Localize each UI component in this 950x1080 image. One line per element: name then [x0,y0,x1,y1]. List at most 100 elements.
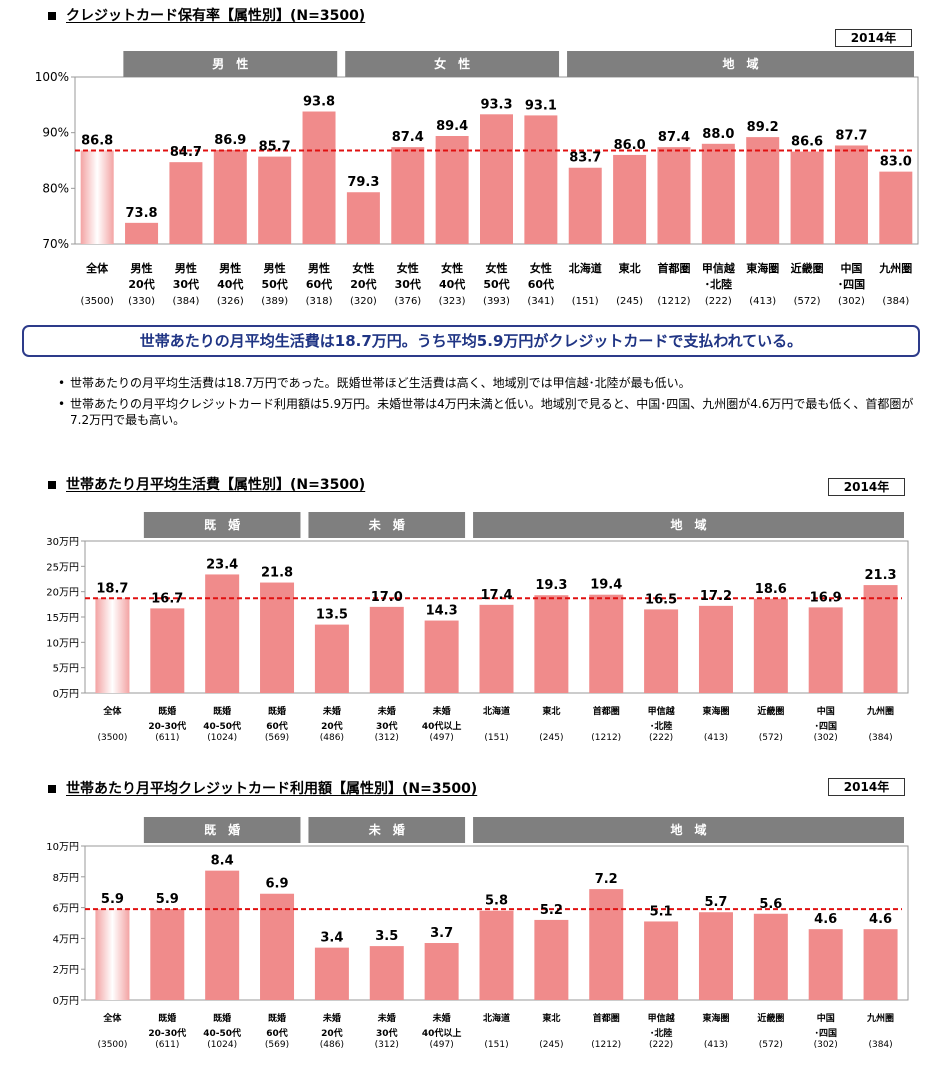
category-label: 既婚 [158,1012,176,1024]
sample-size-label: (222) [705,296,732,307]
bar [424,943,459,1000]
data-label: 87.4 [392,130,424,145]
bar [808,607,843,693]
bar [479,910,514,1000]
data-label: 83.7 [569,151,601,166]
category-label: 近畿圏 [757,1012,784,1024]
sample-size-label: (393) [483,296,510,307]
category-label: ･北陸 [650,1027,673,1039]
sample-size-label: (413) [704,1040,728,1050]
sample-size-label: (222) [649,733,673,743]
bar [698,605,733,693]
square-bullet-icon [48,12,56,20]
y-tick-label: 0万円 [53,996,79,1007]
data-label: 89.2 [747,120,779,135]
category-label: 30代 [376,720,398,732]
group-header-bar [473,817,904,843]
data-label: 21.3 [865,568,897,583]
data-label: 86.0 [614,138,646,153]
data-label: 89.4 [436,119,468,134]
category-label: 中国 [817,1012,835,1024]
category-label: 既婚 [158,705,176,717]
category-label: 30代 [395,277,421,291]
sample-size-label: (330) [128,296,155,307]
bar [753,913,788,1000]
bullet-item-2: 世帯あたりの月平均クレジットカード利用額は5.9万円。未婚世帯は4万円未満と低い… [58,396,930,428]
group-header-label: 男 性 [212,56,248,71]
bar [169,162,203,244]
category-label: 東海圏 [702,705,729,717]
bar [879,171,913,244]
bar [150,608,185,693]
data-label: 93.3 [480,97,512,112]
square-bullet-icon [48,785,56,793]
data-label: 5.7 [704,895,727,910]
chart1-title: クレジットカード保有率【属性別】(N=3500) [48,5,365,25]
sample-size-label: (323) [439,296,466,307]
sample-size-label: (1024) [207,1040,237,1050]
data-label: 18.7 [96,581,128,596]
sample-size-label: (341) [527,296,554,307]
sample-size-label: (497) [430,733,454,743]
category-label: ･北陸 [650,720,673,732]
bar [644,609,679,693]
category-label: 20-30代 [148,1027,186,1039]
category-label: 近畿圏 [791,261,824,275]
group-header-label: 女 性 [434,56,470,71]
sample-size-label: (326) [217,296,244,307]
data-label: 13.5 [316,608,348,623]
sample-size-label: (1024) [207,733,237,743]
group-header-label: 未 婚 [368,822,405,837]
bar [644,921,679,1000]
data-label: 86.6 [791,135,823,150]
y-tick-label: 0万円 [53,689,79,700]
category-label: 首都圏 [593,705,620,717]
sample-size-label: (312) [375,1040,399,1050]
category-label: 未婚 [432,705,451,717]
y-tick-label: 6万円 [53,904,79,915]
category-label: 20代 [128,277,154,291]
group-header-bar [143,512,301,538]
sample-size-label: (151) [484,733,508,743]
y-tick-label: 5万円 [53,664,79,675]
data-label: 7.2 [595,872,618,887]
bar [863,585,898,693]
bar [391,147,425,244]
data-label: 5.1 [650,904,673,919]
data-label: 19.4 [590,578,622,593]
sample-size-label: (376) [394,296,421,307]
category-label: 東海圏 [702,1012,729,1024]
data-label: 8.4 [211,854,234,869]
bar [753,598,788,693]
data-label: 93.8 [303,95,335,110]
sample-size-label: (384) [868,1040,892,1050]
chart3-svg: 既 婚 未 婚 地 域 0万円 2万円 4万円 6万円 8万円 10万円 5.9 5.9 8.4 6.9… [46,817,909,1050]
category-label: 30代 [173,277,199,291]
group-header-bar [308,817,466,843]
sample-size-label: (1212) [657,296,690,307]
data-label: 5.2 [540,903,563,918]
category-label: 40代以上 [422,1027,462,1039]
data-label: 87.4 [658,130,690,145]
summary-bullets: 世帯あたりの月平均生活費は18.7万円であった。既婚世帯ほど生活費は高く、地域別… [58,375,930,433]
bar [589,594,624,693]
bar-total [95,598,130,693]
chart2-year-box: 2014年 [828,478,905,496]
sample-size-label: (245) [616,296,643,307]
sample-size-label: (302) [814,1040,838,1050]
category-label: 近畿圏 [757,705,784,717]
sample-size-label: (389) [261,296,288,307]
group-header-bar [123,51,338,77]
data-label: 4.6 [869,912,892,927]
category-label: 甲信越 [702,261,736,275]
group-header-label: 未 婚 [368,517,405,532]
sample-size-label: (320) [350,296,377,307]
category-label: 既婚 [268,705,286,717]
bullet-item-1: 世帯あたりの月平均生活費は18.7万円であった。既婚世帯ほど生活費は高く、地域別… [58,375,930,391]
sample-size-label: (318) [306,296,333,307]
category-label: 中国 [817,705,835,717]
sample-size-label: (413) [749,296,776,307]
category-label: 全体 [85,261,109,275]
data-label: 5.8 [485,894,508,909]
group-header-label: 地 域 [671,822,707,837]
